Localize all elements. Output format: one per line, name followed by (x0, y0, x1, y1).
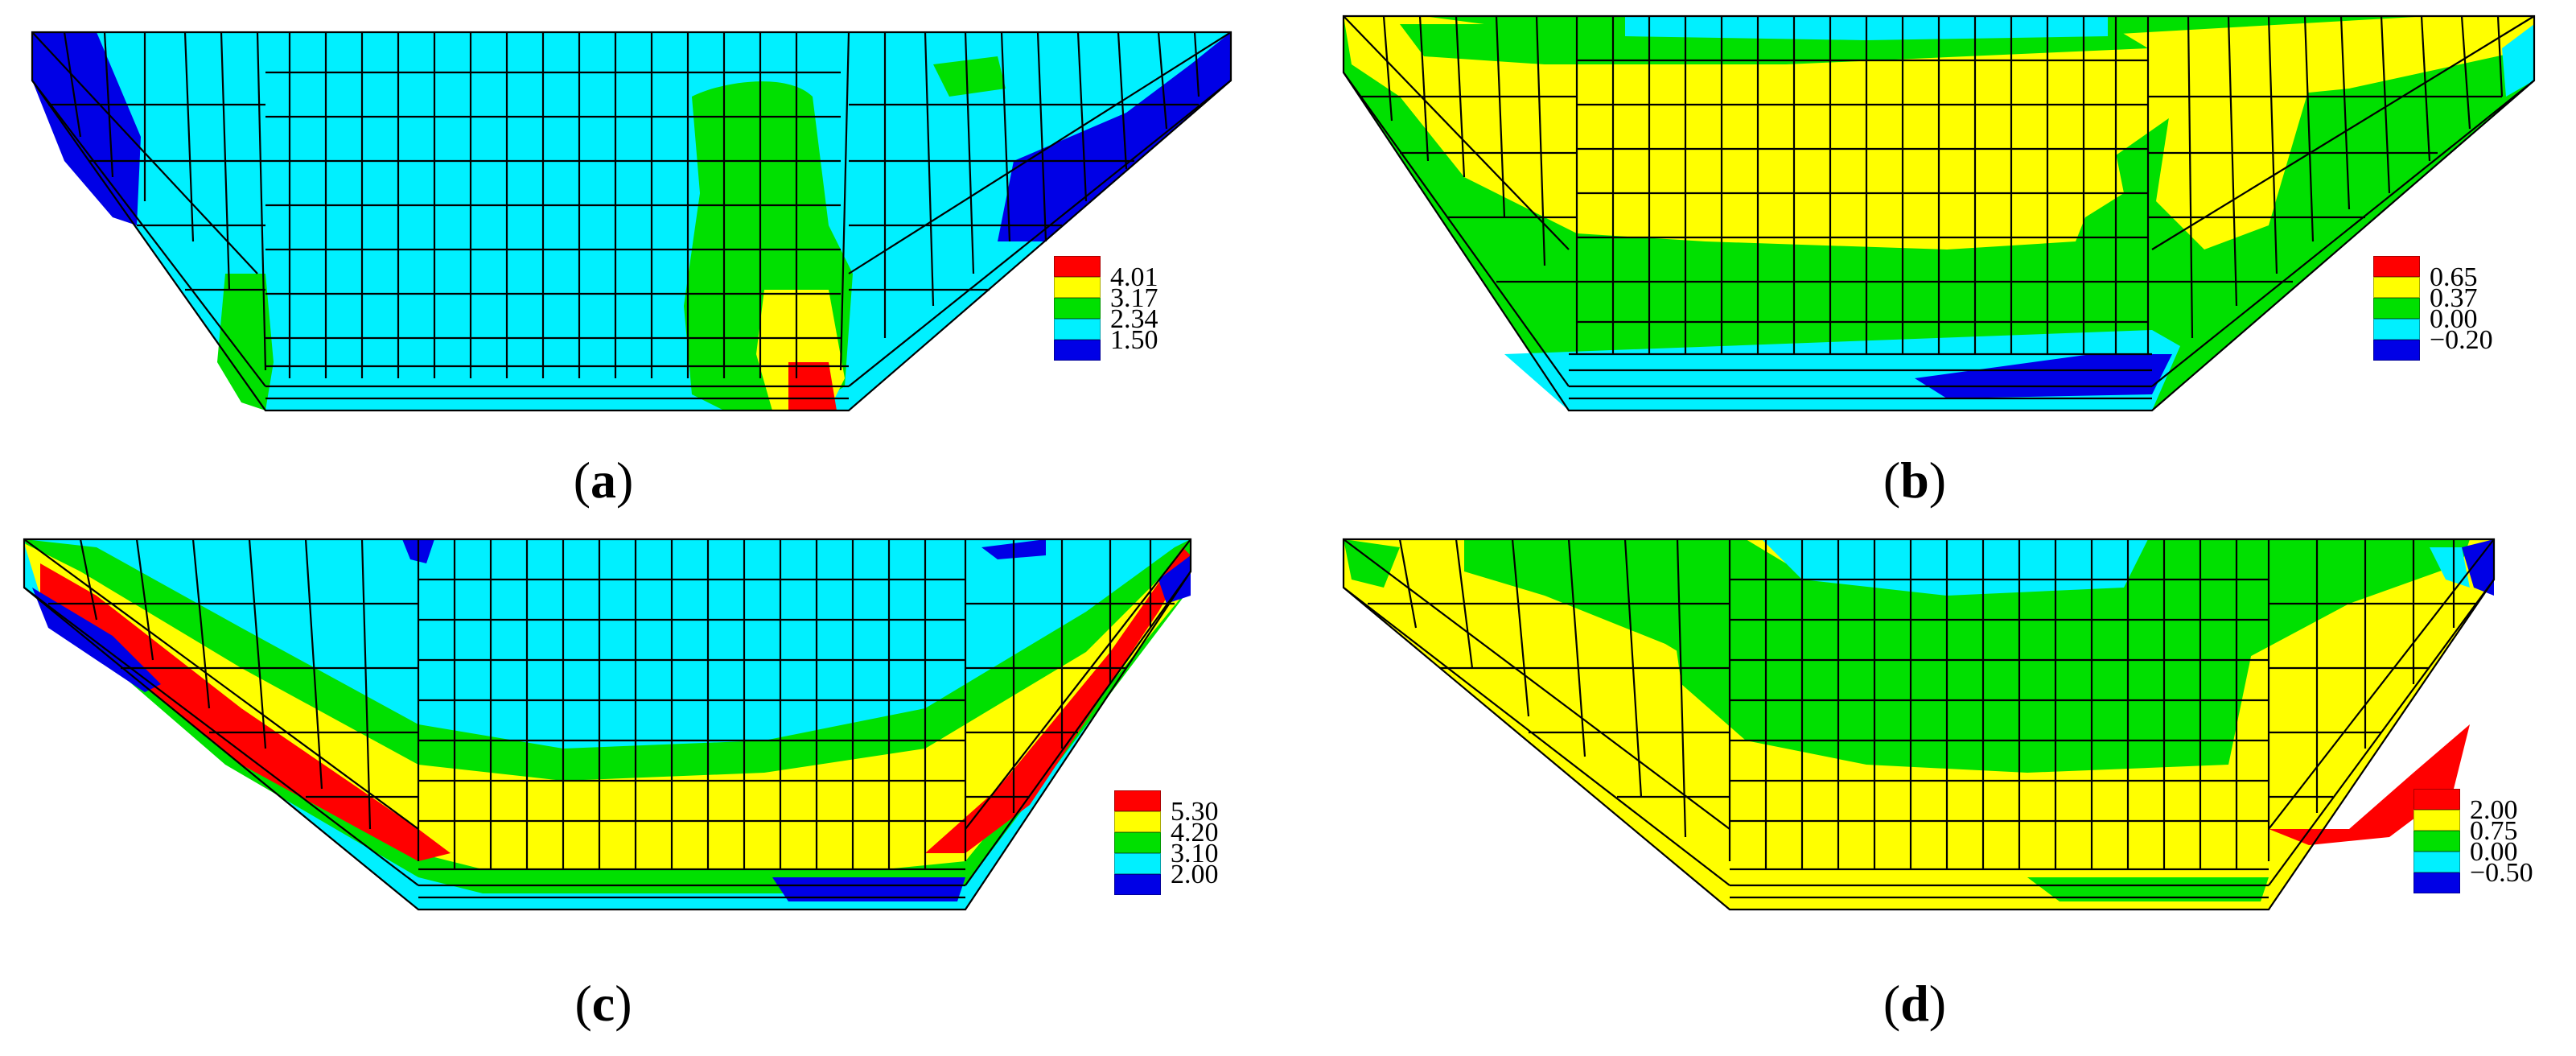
legend-swatch-blue (2373, 340, 2420, 361)
legend-swatch-green (1054, 298, 1101, 319)
region-cyan-d2 (2430, 547, 2470, 588)
region-green-d4 (2027, 877, 2269, 901)
legend-swatch-yellow (2413, 810, 2460, 831)
contour-plot-c (23, 538, 1192, 911)
legend-label: 5.30 (1171, 797, 1219, 827)
caption-d: (d) (1883, 975, 1947, 1032)
legend-label: 0.75 (2470, 816, 2518, 846)
legend-label: 2.34 (1110, 304, 1158, 334)
legend-label: 2.00 (1171, 860, 1219, 889)
caption-a: (a) (573, 452, 634, 509)
region-blue-b (1915, 354, 2172, 398)
legend-swatch-green (2373, 298, 2420, 319)
contour-plot-a (31, 31, 1232, 412)
legend-label: 3.10 (1171, 839, 1219, 868)
legend-swatch-red (2373, 256, 2420, 277)
legend-label: −0.50 (2470, 858, 2533, 888)
mesh-d (1342, 538, 2496, 911)
legend-swatch-blue (1054, 340, 1101, 361)
region-blue-a1 (32, 32, 141, 225)
region-cyan-b3 (2502, 24, 2534, 97)
region-green-a3 (933, 56, 1006, 97)
region-blue-c2 (772, 877, 965, 901)
legend-swatch-yellow (1054, 277, 1101, 298)
legend-label: 0.37 (2430, 283, 2478, 313)
legend-swatch-cyan (2373, 319, 2420, 340)
legend-label: 1.50 (1110, 325, 1158, 355)
caption-c: (c) (574, 975, 632, 1032)
legend-swatch-yellow (2373, 277, 2420, 298)
panel-b: 0.65 0.37 0.00 −0.20 (b) (1303, 0, 2576, 515)
region-blue-a2 (998, 32, 1231, 241)
mesh-a (31, 31, 1232, 412)
panel-d: 2.00 0.75 0.00 −0.50 (d) (1303, 523, 2576, 1056)
legend-label: 0.65 (2430, 262, 2478, 292)
mesh-c (23, 538, 1192, 911)
region-yellow-b2 (1561, 89, 2124, 233)
legend-swatch-green (2413, 831, 2460, 852)
legend-swatch-red (2413, 789, 2460, 810)
region-cyan-a (32, 32, 1231, 410)
legend-label: 3.17 (1110, 283, 1158, 313)
legend-label: 0.00 (2470, 837, 2518, 867)
legend-label: 4.20 (1171, 818, 1219, 848)
legend-swatch-blue (2413, 872, 2460, 893)
panel-c: 5.30 4.20 3.10 2.00 (c) (0, 523, 1287, 1056)
region-green-d2 (1665, 571, 2269, 773)
legend-swatch-red (1054, 256, 1101, 277)
region-red-d (2269, 724, 2470, 845)
legend-label: −0.20 (2430, 325, 2493, 355)
legend-label: 0.00 (2430, 304, 2478, 334)
contour-plot-d (1342, 538, 2496, 911)
region-blue-c5 (1158, 555, 1191, 604)
region-green-d3 (1344, 539, 1400, 588)
region-red-c1 (40, 563, 451, 861)
region-blue-d (2462, 539, 2494, 596)
region-cyan-c2 (201, 539, 1046, 708)
region-cyan-d (1762, 539, 2148, 596)
legend-label: 4.01 (1110, 262, 1158, 292)
legend-swatch-red (1114, 790, 1161, 811)
legend-swatch-blue (1114, 874, 1161, 895)
panel-a: 4.01 3.17 2.34 1.50 (a) (0, 0, 1287, 515)
legend-swatch-cyan (1054, 319, 1101, 340)
region-green-a2 (217, 274, 274, 410)
legend-label: 2.00 (2470, 795, 2518, 825)
contour-plot-b (1342, 14, 2536, 412)
legend-swatch-yellow (1114, 811, 1161, 832)
legend-swatch-cyan (1114, 853, 1161, 874)
caption-b: (b) (1883, 452, 1947, 509)
mesh-b (1342, 14, 2536, 412)
legend-swatch-cyan (2413, 852, 2460, 872)
legend-swatch-green (1114, 832, 1161, 853)
